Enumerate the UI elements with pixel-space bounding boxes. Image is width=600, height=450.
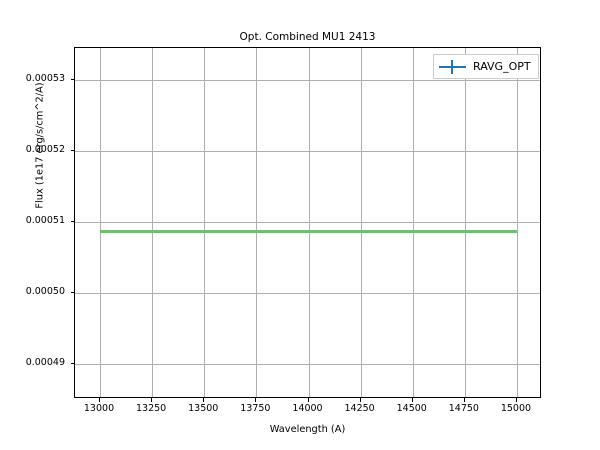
x-tick-mark	[463, 398, 465, 402]
x-tick-mark	[411, 398, 413, 402]
gridline-horizontal	[75, 363, 540, 365]
page-title: Opt. Combined MU1 2413	[239, 31, 376, 43]
grid-layer	[75, 48, 540, 397]
x-tick-label: 14000	[292, 403, 323, 414]
y-tick-mark	[70, 220, 74, 222]
gridline-horizontal	[75, 292, 540, 294]
y-tick-mark	[70, 78, 74, 80]
x-tick-mark	[99, 398, 101, 402]
x-tick-label: 13000	[83, 403, 115, 414]
data-series-line	[100, 230, 517, 234]
plus-marker-icon	[439, 59, 466, 75]
gridline-horizontal	[75, 150, 540, 152]
x-tick-mark	[515, 398, 517, 402]
y-tick-label: 0.00052	[25, 143, 65, 155]
gridline-horizontal	[75, 221, 540, 223]
x-tick-label: 13500	[188, 403, 219, 414]
y-tick-label: 0.00049	[25, 356, 65, 368]
x-tick-label: 13250	[136, 403, 167, 414]
gridline-horizontal	[75, 79, 540, 81]
legend-entry-label: RAVG_OPT	[473, 60, 531, 73]
plot-axes	[74, 47, 541, 398]
x-tick-label: 13750	[240, 403, 271, 414]
x-tick-mark	[307, 398, 309, 402]
x-tick-mark	[151, 398, 153, 402]
data-layer	[75, 48, 540, 397]
x-axis-label: Wavelength (A)	[269, 424, 346, 435]
legend[interactable]: RAVG_OPT	[433, 54, 539, 79]
y-tick-label: 0.00051	[25, 214, 65, 226]
y-tick-mark	[70, 149, 74, 151]
x-tick-mark	[203, 398, 205, 402]
y-tick-label: 0.00053	[25, 72, 65, 84]
y-tick-mark	[70, 291, 74, 293]
x-tick-mark	[255, 398, 257, 402]
x-tick-label: 14250	[344, 403, 375, 414]
x-tick-label: 14750	[448, 403, 479, 414]
y-tick-mark	[70, 362, 74, 364]
y-tick-label: 0.00050	[25, 285, 65, 297]
x-tick-label: 15000	[500, 403, 532, 414]
x-tick-label: 14500	[396, 403, 427, 414]
x-tick-mark	[359, 398, 361, 402]
